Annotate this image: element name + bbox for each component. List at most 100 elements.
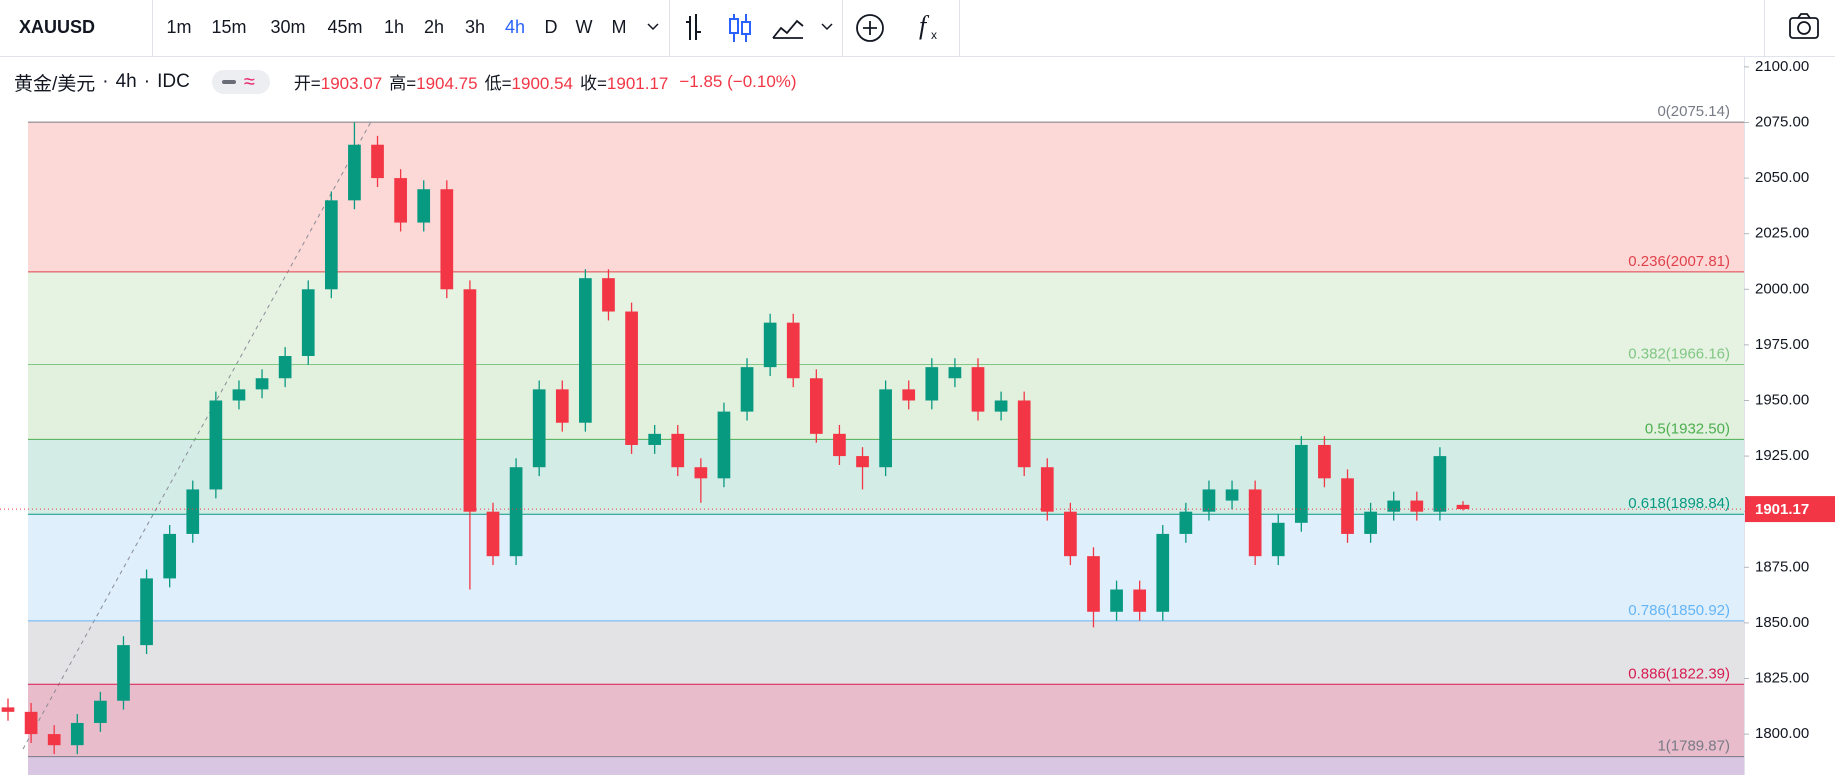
interval-button[interactable]: 3h <box>465 17 485 37</box>
ohlc-item: 高=1904.75 <box>389 74 477 93</box>
interval-button[interactable]: 45m <box>327 17 362 37</box>
interval-button[interactable]: M <box>612 17 627 37</box>
y-tick-label: 2050.00 <box>1755 169 1809 186</box>
area-style-button[interactable] <box>772 19 804 39</box>
candle-body <box>1410 500 1424 512</box>
candle-body <box>1294 444 1308 523</box>
ohlc-label: 高= <box>389 74 417 93</box>
y-tick-label: 1800.00 <box>1755 725 1809 742</box>
interval-button[interactable]: D <box>545 17 558 37</box>
fib-label: 0.786(1850.92) <box>1628 602 1730 619</box>
fib-label: 0.618(1898.84) <box>1628 495 1730 512</box>
candle-body <box>1433 456 1447 512</box>
ohlc-value: 1904.75 <box>416 74 478 93</box>
candle-body <box>24 711 38 735</box>
interval-button[interactable]: W <box>576 17 593 37</box>
snapshot-button[interactable] <box>1789 13 1819 39</box>
candle-body <box>1040 467 1054 512</box>
candle-body <box>1202 489 1216 512</box>
ohlc-label: 收= <box>579 74 607 93</box>
y-tick-label: 1850.00 <box>1755 614 1809 631</box>
candle-body <box>1 707 15 712</box>
candle-body <box>879 389 892 468</box>
candle-body <box>301 289 315 357</box>
ohlc-item: 低=1900.54 <box>485 74 573 93</box>
interval-button[interactable]: 1m <box>166 17 191 37</box>
candle-body <box>1341 478 1354 534</box>
candle-body <box>255 378 269 390</box>
candle-body <box>902 389 916 401</box>
candle-style-button[interactable] <box>729 14 751 42</box>
candle-body <box>440 189 454 290</box>
ohlc-label: 开= <box>293 74 321 93</box>
last-price-label: 1901.17 <box>1755 501 1809 518</box>
fib-label: 0.5(1932.50) <box>1645 420 1730 437</box>
interval-button[interactable]: 30m <box>270 17 305 37</box>
plot: 0(2075.14) 0.236(2007.81) 0.382(1966.16) 0.… <box>0 103 1744 758</box>
ohlc-value: 1900.54 <box>511 74 573 93</box>
y-tick-label: 1875.00 <box>1755 558 1809 575</box>
y-tick-label: 2075.00 <box>1755 113 1809 130</box>
candle-body <box>925 367 939 401</box>
candle-body <box>532 389 546 468</box>
candle-body <box>1364 511 1377 534</box>
legend-ohlc: 开=1903.07 高=1904.75 低=1900.54 收=1901.17 <box>294 69 676 95</box>
candle-body <box>625 311 638 445</box>
bar-style-button[interactable] <box>686 14 701 40</box>
interval-button[interactable]: 2h <box>424 17 444 37</box>
last-price-box <box>1745 496 1835 523</box>
interval-button[interactable]: 1h <box>384 17 404 37</box>
candle-body <box>324 200 338 290</box>
legend: 黄金/美元 · 4h · IDC 开=1903.07 高=1904.75 低=1900.… <box>14 68 797 96</box>
candle-body <box>278 356 292 379</box>
interval-button[interactable]: 4h <box>505 17 525 37</box>
y-tick-label: 1925.00 <box>1755 447 1809 464</box>
legend-name: 黄金/美元 <box>14 73 96 95</box>
style-dropdown[interactable] <box>821 23 833 31</box>
legend-source: IDC <box>157 71 190 92</box>
candle-body <box>371 144 384 179</box>
ohlc-value: 1901.17 <box>606 74 669 93</box>
legend-toggle[interactable] <box>211 70 270 94</box>
compare-button[interactable] <box>856 14 884 42</box>
legend-change: −1.85 (−0.10%) <box>679 72 797 91</box>
legend-dot: · <box>143 71 151 92</box>
candle-body <box>186 489 200 534</box>
candle-body <box>740 367 754 412</box>
candle-body <box>648 433 662 445</box>
candle-body <box>1456 504 1470 510</box>
fib-band <box>28 122 1744 272</box>
symbol[interactable]: XAUUSD <box>19 17 95 37</box>
y-tick-label: 2100.00 <box>1755 58 1809 75</box>
fib-label: 0.886(1822.39) <box>1628 665 1730 682</box>
fib-label: 0.382(1966.16) <box>1628 346 1730 363</box>
candle-body <box>70 722 84 746</box>
candle-body <box>671 433 685 468</box>
interval-dropdown[interactable] <box>647 23 659 31</box>
ohlc-item: 开=1903.07 <box>294 74 382 93</box>
candle-body <box>555 389 569 423</box>
legend-interval: 4h <box>115 71 137 92</box>
y-tick-label: 2000.00 <box>1755 280 1809 297</box>
candle-body <box>94 700 107 723</box>
candle-body <box>394 178 407 223</box>
toolbar <box>0 0 1835 56</box>
ohlc-item: 收=1901.17 <box>580 74 668 93</box>
y-tick-label: 1950.00 <box>1755 391 1809 408</box>
fib-label: 0(2075.14) <box>1657 103 1730 120</box>
fib-band <box>28 514 1744 621</box>
indicators-button[interactable]: f <box>919 11 930 40</box>
ohlc-value: 1903.07 <box>320 74 383 93</box>
candle-body <box>948 367 962 379</box>
indicators-button-sub[interactable]: x <box>931 28 937 42</box>
candle-body <box>509 467 523 557</box>
legend-dot: · <box>102 71 109 92</box>
fib-label: 0.236(2007.81) <box>1628 253 1730 270</box>
candle-body <box>809 378 823 434</box>
candle-body <box>1156 533 1170 612</box>
interval-button[interactable]: 15m <box>211 17 246 37</box>
candle-body <box>232 389 246 401</box>
candle-body <box>1318 444 1331 479</box>
